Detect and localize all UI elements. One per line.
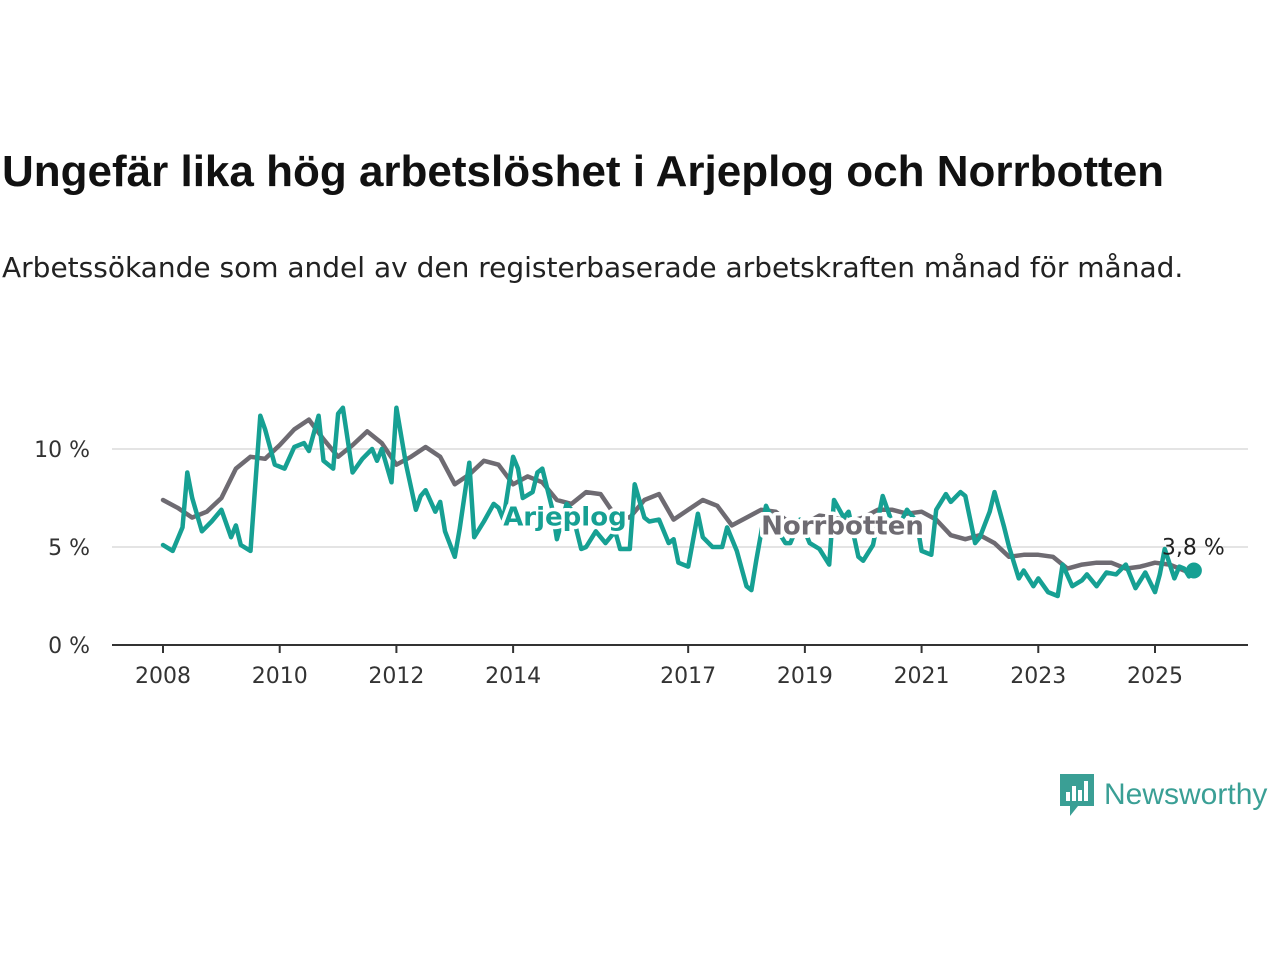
- series-labels: 3,8 % Arjeplog Norrbotten: [500, 499, 1225, 579]
- chart-title: Ungefär lika hög arbetslöshet i Arjeplog…: [2, 147, 1165, 196]
- x-tick-label: 2025: [1127, 664, 1183, 689]
- newsworthy-logo-icon: [1060, 774, 1094, 816]
- x-tick-label: 2010: [252, 664, 308, 689]
- series-label-arjeplog: Arjeplog: [503, 503, 627, 533]
- x-tick-label: 2023: [1010, 664, 1066, 689]
- y-tick-label: 5 %: [48, 536, 90, 561]
- brand-name: Newsworthy: [1104, 778, 1268, 811]
- series-label-norrbotten: Norrbotten: [761, 511, 924, 541]
- x-tick-label: 2017: [660, 664, 716, 689]
- x-axis-ticks: 2008 2010 2012 2014 2017 2019 2021 2023 2025: [135, 645, 1183, 689]
- y-tick-label: 0 %: [48, 634, 90, 659]
- x-tick-label: 2021: [894, 664, 950, 689]
- last-value-marker: [1185, 562, 1202, 579]
- brand: Newsworthy: [1058, 772, 1267, 818]
- x-tick-label: 2014: [485, 664, 541, 689]
- x-tick-label: 2012: [368, 664, 424, 689]
- x-tick-label: 2008: [135, 664, 191, 689]
- y-tick-label: 10 %: [34, 438, 90, 463]
- x-tick-label: 2019: [777, 664, 833, 689]
- series-lines: [160, 405, 1197, 599]
- chart-subtitle: Arbetssökande som andel av den registerb…: [2, 251, 1184, 284]
- gridlines: [112, 448, 1248, 646]
- line-chart: 0 %5 %10 % 2008 2010 2012 2014 2017 2019 2021 2…: [34, 405, 1248, 689]
- y-axis-ticks: 0 % 5 % 10 %: [34, 438, 90, 659]
- series-line-norrbotten: [160, 417, 1197, 573]
- last-value-label: 3,8 %: [1162, 536, 1225, 561]
- series-line-arjeplog: [160, 405, 1197, 599]
